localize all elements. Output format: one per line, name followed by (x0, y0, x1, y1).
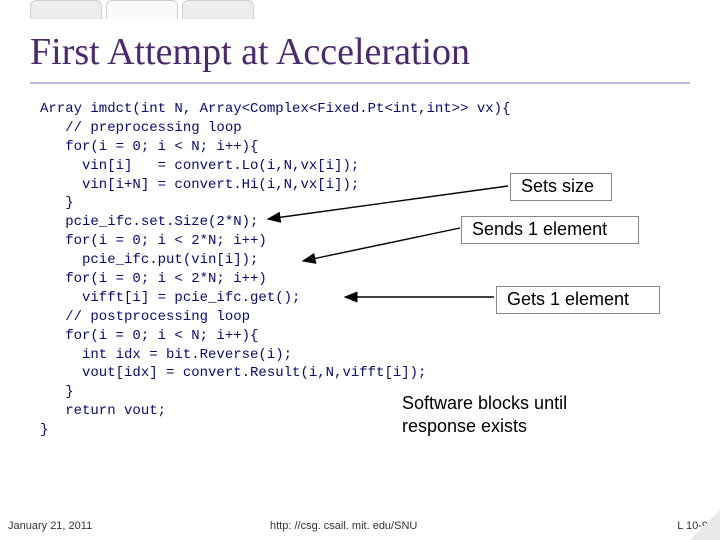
footer-date: January 21, 2011 (8, 520, 92, 532)
arrow-sets-size (0, 0, 720, 540)
footer-url: http: //csg. csail. mit. edu/SNU (270, 520, 417, 532)
page-corner-fold (690, 510, 720, 540)
